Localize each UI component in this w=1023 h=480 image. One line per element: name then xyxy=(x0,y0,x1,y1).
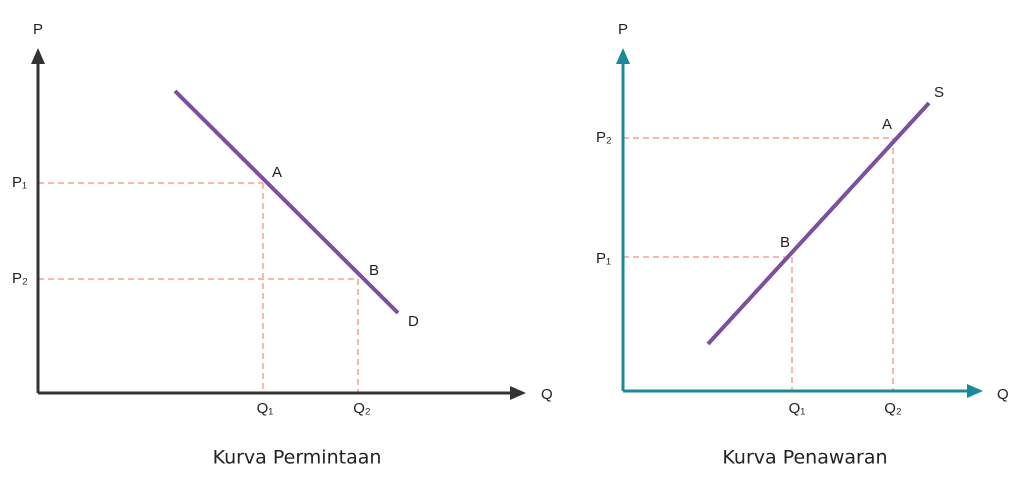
point-label: B xyxy=(369,262,379,279)
quantity-label: Q₂ xyxy=(353,400,371,417)
caption: Kurva Permintaan xyxy=(213,447,382,469)
price-label: P₁ xyxy=(12,174,27,191)
axis-label: Q xyxy=(541,386,553,403)
demand-panel: P Q P₁ P₂ Q₁ Q₂ A B D Kurva Permintaan xyxy=(12,21,553,469)
price-label: P₂ xyxy=(12,270,28,287)
curve-label: S xyxy=(934,84,944,101)
arrow xyxy=(967,384,983,398)
point-label: B xyxy=(780,234,790,251)
supply-curve xyxy=(706,101,931,346)
axis-label: P xyxy=(618,21,628,38)
price-label: P₁ xyxy=(596,250,611,267)
quantity-label: Q₂ xyxy=(884,400,902,417)
quantity-label: Q₁ xyxy=(257,400,274,417)
point-label: A xyxy=(882,116,892,133)
point-label: A xyxy=(272,164,282,181)
quantity-label: Q₁ xyxy=(789,400,806,417)
demand-curve xyxy=(173,89,400,315)
curve-label: D xyxy=(408,313,419,330)
arrow xyxy=(616,48,630,64)
axis-label: P xyxy=(33,21,43,38)
price-label: P₂ xyxy=(596,129,612,146)
arrow xyxy=(31,48,45,64)
axis-label: Q xyxy=(997,386,1009,403)
supply-panel: P Q P₂ P₁ Q₁ Q₂ A B S Kurva Penawaran xyxy=(596,21,1009,469)
arrow xyxy=(510,386,526,400)
caption: Kurva Penawaran xyxy=(722,447,887,469)
